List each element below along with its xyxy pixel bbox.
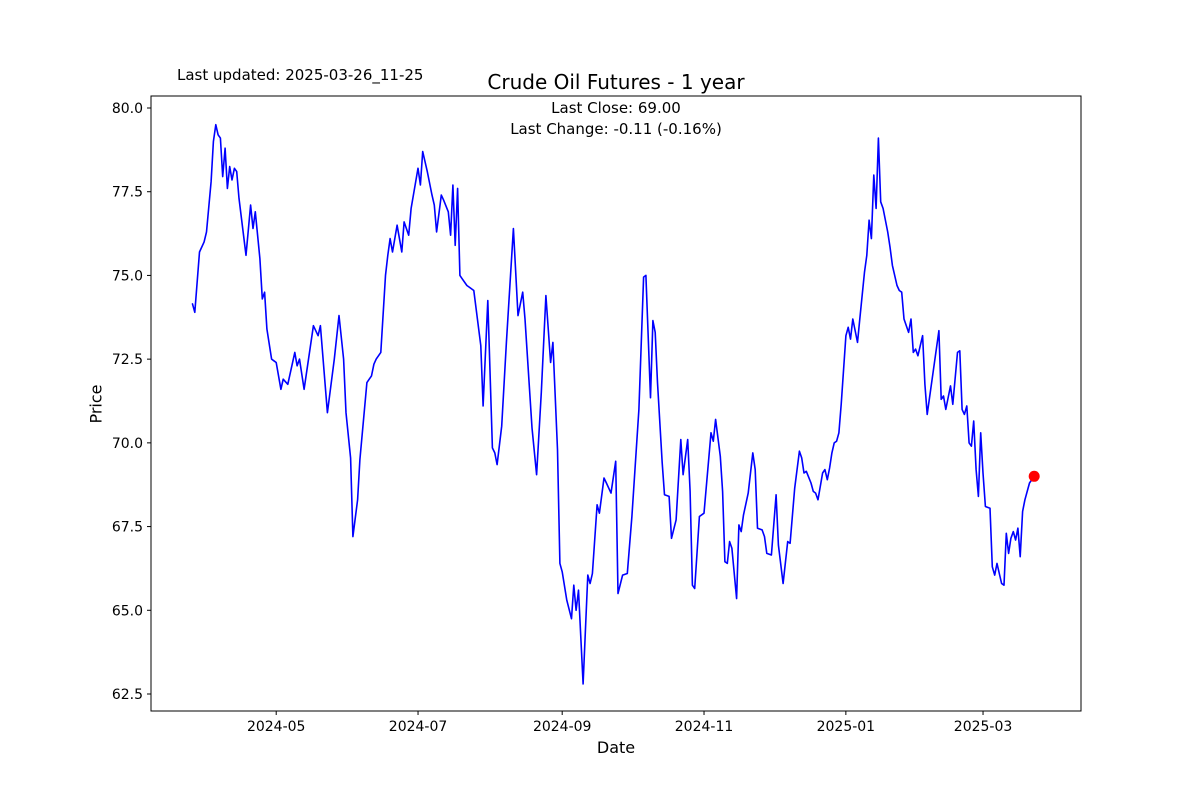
last-change-line: Last Change: -0.11 (-0.16%) <box>510 120 722 138</box>
y-tick-label: 70.0 <box>112 436 143 452</box>
y-tick-label: 77.5 <box>112 185 143 201</box>
x-tick-label: 2024-07 <box>389 719 448 735</box>
y-tick-label: 67.5 <box>112 520 143 536</box>
x-tick-label: 2024-11 <box>675 719 734 735</box>
axes-frame <box>150 95 1082 712</box>
last-updated-text: Last updated: 2025-03-26_11-25 <box>177 66 424 84</box>
y-axis-ticks: 62.5 65.0 67.5 70.0 72.5 75.0 77.5 80.0 <box>112 101 151 703</box>
y-axis-label: Price <box>86 384 106 424</box>
x-tick-label: 2024-09 <box>533 719 592 735</box>
x-tick-label: 2025-03 <box>954 719 1013 735</box>
price-line <box>191 123 1035 685</box>
last-close-line: Last Close: 69.00 <box>551 99 681 117</box>
y-tick-label: 80.0 <box>112 101 143 117</box>
y-tick-label: 75.0 <box>112 268 143 284</box>
last-close-annotation: Last Close: 69.00 Last Change: -0.11 (-0… <box>151 98 1081 140</box>
x-tick-label: 2024-05 <box>247 719 306 735</box>
y-tick-label: 65.0 <box>112 603 143 619</box>
y-tick-label: 62.5 <box>112 687 143 703</box>
x-axis-label: Date <box>596 738 636 757</box>
last-price-marker <box>1028 470 1040 482</box>
chart-title: Crude Oil Futures - 1 year <box>487 70 745 94</box>
x-tick-label: 2025-01 <box>817 719 876 735</box>
x-axis-ticks: 2024-05 2024-07 2024-09 2024-11 2025-01 2025-… <box>247 711 1012 735</box>
y-tick-label: 72.5 <box>112 352 143 368</box>
